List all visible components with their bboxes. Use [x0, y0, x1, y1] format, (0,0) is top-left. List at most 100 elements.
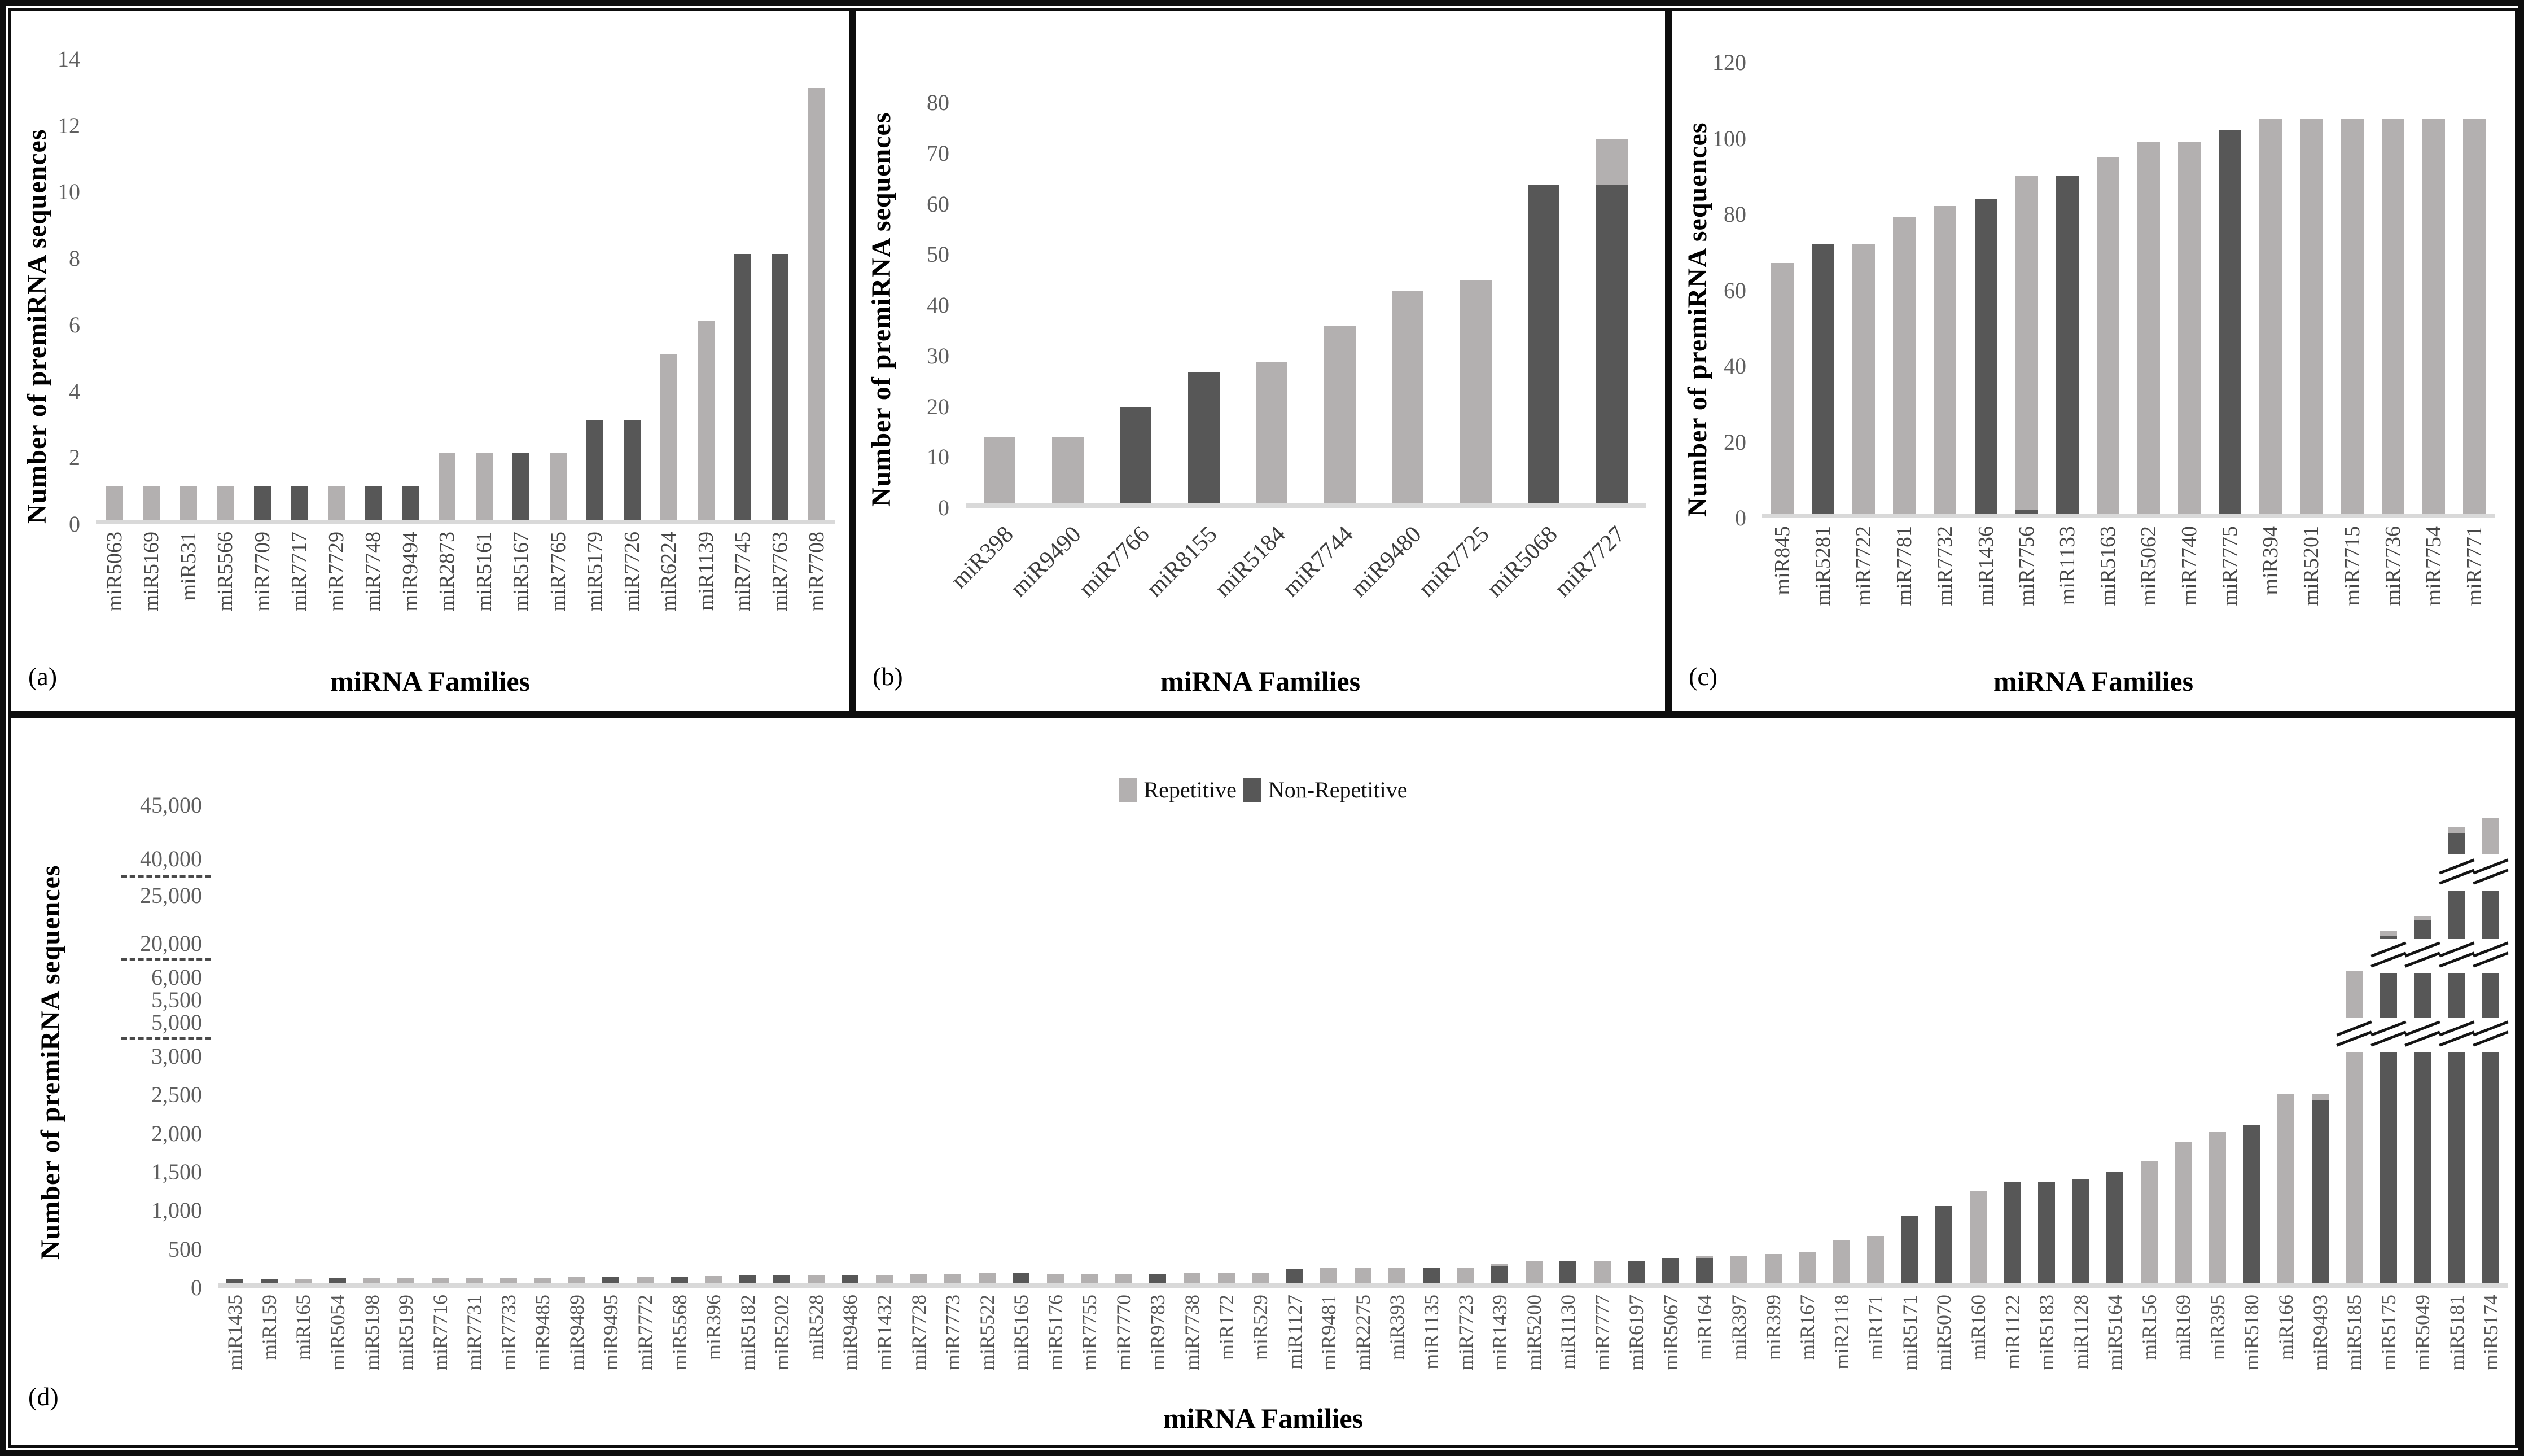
x-label-text: miR7733 [497, 1295, 520, 1371]
bar-miR393 [1380, 788, 1414, 1283]
bar-miR5198 [354, 788, 389, 1283]
x-label-text: miR9486 [839, 1295, 862, 1371]
x-label-miR7773: miR7773 [936, 1295, 970, 1399]
bar-miR1130 [1551, 788, 1585, 1283]
bar-miR7771 [2454, 63, 2495, 514]
bar-miR5201 [2291, 63, 2332, 514]
panel-b: Number of premiRNA sequences 0 10 20 30 40 50… [852, 8, 1668, 714]
bar-rect [2137, 141, 2161, 514]
bar-miR1439 [1483, 788, 1517, 1283]
bar-miR1128 [2063, 788, 2098, 1283]
x-label-text: miR1127 [1283, 1295, 1306, 1370]
y-tick: 8 [69, 245, 80, 271]
x-label-text: miR5063 [102, 532, 126, 612]
bar-rect [2482, 1052, 2500, 1283]
bar-miR7748 [355, 59, 392, 520]
x-label-text: miR397 [1728, 1295, 1751, 1361]
bar-miR160 [1961, 788, 1996, 1283]
x-label-miR7770: miR7770 [1107, 1295, 1141, 1399]
bar-miR9489 [560, 788, 594, 1283]
bar-miR9783 [1141, 788, 1175, 1283]
x-label-text: miR7708 [805, 532, 829, 612]
bar-rect [2346, 1052, 2363, 1283]
bar-miR531 [170, 59, 207, 520]
bar-rect [875, 1274, 893, 1283]
bar-rect [1252, 1272, 1269, 1283]
y-tick: 6 [69, 312, 80, 337]
bar-miR7725 [1442, 103, 1510, 503]
x-label-text: miR9495 [599, 1295, 623, 1371]
x-label-text: miR6224 [657, 532, 681, 612]
x-label-text: miR393 [1386, 1295, 1409, 1361]
bar-miR5200 [1517, 788, 1551, 1283]
x-label-miR159: miR159 [252, 1295, 287, 1399]
bar-rect [2381, 119, 2404, 514]
x-label-text: miR5566 [213, 532, 238, 612]
bar-miR5165 [1004, 788, 1038, 1283]
x-label-miR7738: miR7738 [1175, 1295, 1210, 1399]
x-label-text: miR2873 [435, 532, 459, 612]
bar-rect [705, 1276, 722, 1283]
axis-break-mark [2370, 1020, 2407, 1047]
bar-rect [2300, 119, 2323, 514]
x-label-text: miR5167 [509, 532, 533, 612]
x-label-miR156: miR156 [2132, 1295, 2167, 1399]
bar-rect [260, 1278, 278, 1283]
panel-c: Number of premiRNA sequences 0 20 40 60 80 10… [1668, 8, 2518, 714]
bar-miR5199 [389, 788, 423, 1283]
bar-rect [1120, 407, 1152, 503]
bar-miR7736 [2373, 63, 2413, 514]
plot-area [966, 103, 1646, 508]
bar-rect [2106, 1171, 2124, 1283]
x-label-text: miR7756 [2014, 526, 2039, 606]
x-label-miR160: miR160 [1961, 1295, 1996, 1399]
x-axis-labels: miR5063 miR5169 miR531 miR5566 miR7709 miR771… [96, 532, 835, 673]
bar-rect [808, 87, 826, 520]
x-label-text: miR166 [2275, 1295, 2298, 1361]
x-label-text: miR7748 [361, 532, 385, 612]
bar-rect [1593, 1261, 1611, 1283]
bar-rect [734, 254, 752, 520]
y-axis-ticks: 0 2 4 6 8 10 12 14 [11, 46, 88, 537]
x-label-text: miR1133 [2055, 526, 2079, 606]
bar-miR9485 [525, 788, 560, 1283]
x-axis-title: miRNA Families [1993, 665, 2194, 697]
bar-miR528 [799, 788, 834, 1283]
x-label-miR5167: miR5167 [503, 532, 540, 673]
x-label-text: miR5202 [770, 1295, 794, 1371]
x-label-text: miR5198 [360, 1295, 383, 1371]
panel-caption: (c) [1689, 662, 1718, 691]
bar-rect [2448, 833, 2465, 854]
x-label-miR5568: miR5568 [662, 1295, 696, 1399]
x-label-text: miR5049 [2411, 1295, 2434, 1371]
x-label-miR7756: miR7756 [2006, 526, 2047, 667]
bar-rect [1320, 1268, 1338, 1283]
x-label-miR5199: miR5199 [389, 1295, 423, 1399]
bar-rect [2038, 1182, 2056, 1283]
x-label-text: miR528 [804, 1295, 827, 1361]
bar-miR5063 [96, 59, 133, 520]
bar-miR159 [252, 788, 287, 1283]
bar-miR7709 [244, 59, 281, 520]
x-label-text: miR5169 [139, 532, 164, 612]
bar-rect [1662, 1258, 1679, 1283]
bar-rect [363, 1278, 380, 1283]
bar-miR7775 [2210, 63, 2250, 514]
x-label-text: miR1135 [1419, 1295, 1443, 1370]
x-label-miR7723: miR7723 [1448, 1295, 1483, 1399]
x-label-miR399: miR399 [1756, 1295, 1790, 1399]
panel-caption: (a) [28, 662, 58, 691]
x-label-miR9489: miR9489 [560, 1295, 594, 1399]
y-tick: 12 [58, 112, 80, 138]
bar-rect [1013, 1273, 1030, 1283]
bar-rect [1256, 361, 1288, 503]
y-tick: 60 [1724, 277, 1746, 303]
bar-miR5185 [2336, 788, 2372, 1283]
bar-miR5522 [970, 788, 1004, 1283]
bar-miR529 [1243, 788, 1278, 1283]
bar-miR2275 [1346, 788, 1381, 1283]
y-tick: 70 [927, 140, 949, 166]
y-tick: 1,500 [151, 1159, 202, 1185]
bar-miR7728 [901, 788, 936, 1283]
